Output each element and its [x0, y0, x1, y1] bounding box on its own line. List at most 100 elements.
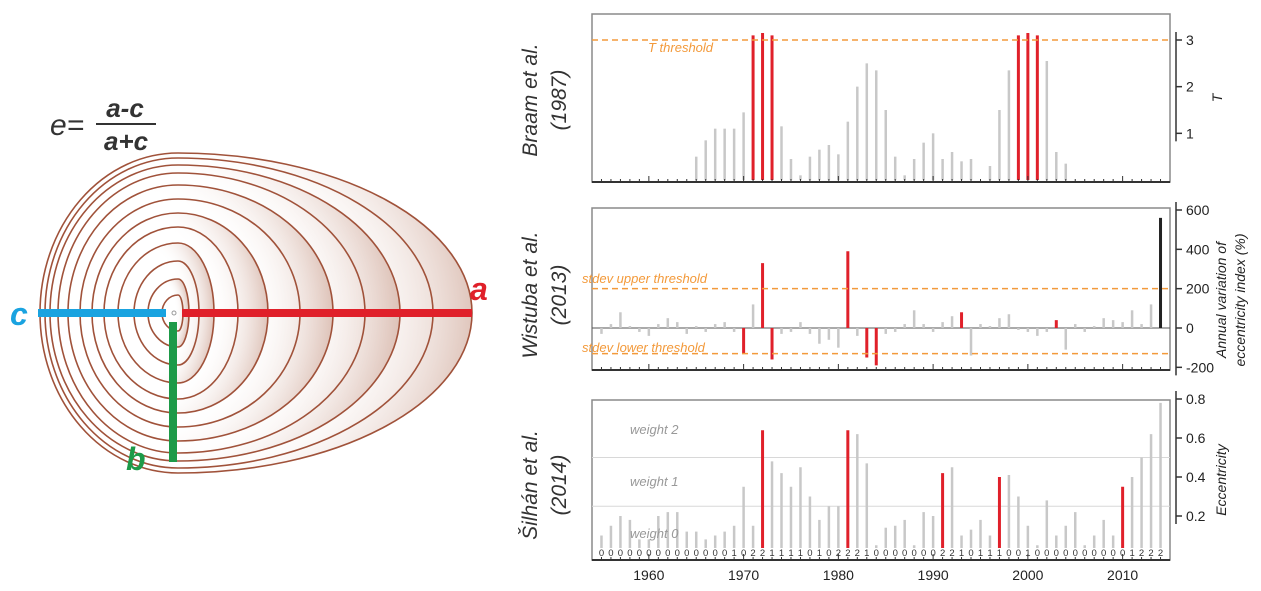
weight-digit: 0	[646, 548, 651, 559]
panel-braam-yticks: 1 2 3	[1175, 32, 1194, 142]
weight-digit: 2	[949, 548, 954, 559]
weight-digit: 1	[817, 548, 822, 559]
weight-digit: 0	[1101, 548, 1106, 559]
weight-digit: 1	[788, 548, 793, 559]
weight-digit: 0	[883, 548, 888, 559]
stdev-lower-threshold-label: stdev lower threshold	[582, 340, 706, 355]
weight-digit: 0	[921, 548, 926, 559]
weight-digit: 0	[1044, 548, 1049, 559]
weight-digit: 0	[675, 548, 680, 559]
weight-digit: 1	[987, 548, 992, 559]
weight-digit: 0	[1110, 548, 1115, 559]
weight-digit: 0	[902, 548, 907, 559]
weight-digit: 0	[1016, 548, 1021, 559]
panel-wistuba: stdev upper threshold stdev lower thresh…	[519, 202, 1248, 376]
weight-digit: 0	[741, 548, 746, 559]
stdev-upper-threshold-label: stdev upper threshold	[582, 271, 708, 286]
x-tick-label: 1990	[918, 567, 949, 583]
weight-digit: 1	[779, 548, 784, 559]
panel-wistuba-bars	[600, 217, 1163, 366]
panel-silhan-label-1: Šilhán et al.	[519, 430, 542, 540]
y-tick-label: 0	[1186, 320, 1194, 336]
weight-digit: 1	[959, 548, 964, 559]
weight-digit: 0	[1082, 548, 1087, 559]
panel-braam-label-1: Braam et al.	[519, 43, 542, 156]
formula-denominator: a+c	[104, 126, 149, 156]
formula-lhs: e=	[50, 109, 84, 142]
panel-wistuba-label-2: (2013)	[548, 265, 571, 326]
y-tick-label: 0.6	[1186, 430, 1206, 446]
weight-digit: 0	[656, 548, 661, 559]
y-tick-label: -200	[1186, 359, 1214, 375]
weight-digit: 2	[940, 548, 945, 559]
weight-digit: 0	[713, 548, 718, 559]
weight-digit: 0	[826, 548, 831, 559]
weight-digit: 0	[608, 548, 613, 559]
y-tick-label: 0.4	[1186, 469, 1206, 485]
y-tick-label: 2	[1186, 79, 1194, 95]
weight-digit: 0	[1035, 548, 1040, 559]
label-a: a	[470, 271, 488, 307]
weight-digit: 2	[760, 548, 765, 559]
weight-2-label: weight 2	[630, 422, 679, 437]
weight-digit: 2	[836, 548, 841, 559]
y-tick-label: 1	[1186, 125, 1194, 141]
panel-silhan-yticks: 0.2 0.4 0.6 0.8	[1175, 391, 1206, 524]
weight-digit: 0	[694, 548, 699, 559]
weight-digit: 1	[864, 548, 869, 559]
formula-numerator: a-c	[106, 93, 144, 123]
weight-digit: 0	[968, 548, 973, 559]
panel-silhan-ylabel: Eccentricity	[1213, 443, 1229, 516]
weight-digit: 0	[637, 548, 642, 559]
panel-wistuba-yticks: -200 0 200 400 600	[1175, 202, 1214, 376]
y-tick-label: 600	[1186, 202, 1210, 218]
panel-silhan-xticks	[592, 554, 1170, 561]
weight-digit: 0	[627, 548, 632, 559]
y-tick-label: 400	[1186, 241, 1210, 257]
weight-digit: 0	[874, 548, 879, 559]
weight-digit: 1	[978, 548, 983, 559]
x-tick-label: 1980	[823, 567, 854, 583]
panel-wistuba-ylabel-1: Annual variation of	[1213, 240, 1229, 359]
weight-digit: 0	[893, 548, 898, 559]
weight-digit: 0	[599, 548, 604, 559]
weight-digit: 2	[855, 548, 860, 559]
weight-digit: 2	[750, 548, 755, 559]
weight-digit: 2	[845, 548, 850, 559]
y-tick-label: 3	[1186, 32, 1194, 48]
panel-braam-xticks	[592, 176, 1170, 183]
weight-digit: 0	[1006, 548, 1011, 559]
panel-braam: T threshold 1 2 3 T Braam et al. (1987)	[519, 13, 1225, 183]
eccentricity-formula: e= a-c a+c	[50, 93, 156, 156]
panel-silhan-label-2: (2014)	[548, 455, 571, 516]
weight-digit: 1	[769, 548, 774, 559]
panel-braam-label-2: (1987)	[548, 70, 571, 131]
weight-digit: 0	[807, 548, 812, 559]
x-tick-label: 2010	[1107, 567, 1138, 583]
weight-digit: 1	[1129, 548, 1134, 559]
weight-0-label: weight 0	[630, 526, 679, 541]
panel-silhan-frame	[591, 399, 1171, 561]
panel-wistuba-ylabel-2: eccentricity index (%)	[1232, 233, 1248, 366]
x-tick-label: 2000	[1012, 567, 1043, 583]
weight-digit: 0	[618, 548, 623, 559]
weight-digit: 1	[1025, 548, 1030, 559]
weight-digit: 0	[930, 548, 935, 559]
weight-digit: 0	[1092, 548, 1097, 559]
y-tick-label: 0.2	[1186, 508, 1206, 524]
t-threshold-label: T threshold	[648, 40, 714, 55]
weight-digit: 0	[703, 548, 708, 559]
y-tick-label: 0.8	[1186, 391, 1206, 407]
panel-silhan-xtick-labels: 1960 1970 1980 1990 2000 2010	[633, 567, 1138, 583]
weight-digit: 2	[1139, 548, 1144, 559]
weight-digit: 0	[1073, 548, 1078, 559]
pith-point	[171, 310, 177, 316]
weight-digit: 1	[997, 548, 1002, 559]
x-tick-label: 1960	[633, 567, 664, 583]
weight-digit: 0	[1054, 548, 1059, 559]
panel-silhan-bars	[600, 402, 1162, 548]
